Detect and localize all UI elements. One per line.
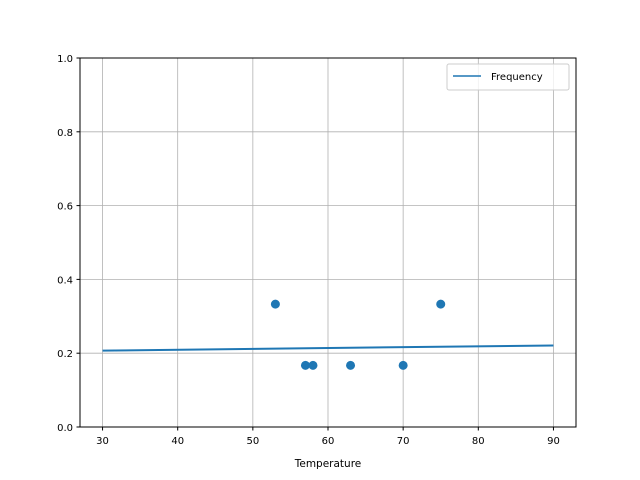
x-tick-label: 40 — [171, 436, 184, 447]
scatter-point — [398, 360, 408, 370]
scatter-point — [346, 360, 356, 370]
grid — [80, 57, 576, 428]
legend-label: Frequency — [491, 72, 543, 83]
x-tick-label: 90 — [547, 436, 560, 447]
x-tick-label: 50 — [246, 436, 259, 447]
scatter-point — [300, 360, 310, 370]
scatter-point — [270, 299, 280, 309]
y-tick-label: 1.0 — [57, 54, 73, 65]
scatter-point — [308, 360, 318, 370]
x-tick-label: 60 — [322, 436, 335, 447]
marks — [102, 299, 554, 370]
x-axis-label: Temperature — [294, 458, 362, 470]
ticks: 30 40 50 60 70 80 90 0.0 0.2 0.4 0.6 0.8 1.0 — [57, 54, 560, 447]
x-tick-label: 30 — [96, 436, 109, 447]
y-tick-label: 0.8 — [57, 128, 73, 139]
legend: Frequency — [446, 63, 570, 91]
scatter-point — [436, 299, 446, 309]
frequency-line — [102, 344, 554, 352]
y-tick-label: 0.6 — [57, 202, 73, 213]
x-tick-label: 70 — [397, 436, 410, 447]
y-tick-label: 0.0 — [57, 423, 73, 434]
legend-box — [446, 63, 570, 91]
y-tick-label: 0.2 — [57, 349, 73, 360]
x-tick-label: 80 — [472, 436, 485, 447]
y-tick-label: 0.4 — [57, 275, 73, 286]
